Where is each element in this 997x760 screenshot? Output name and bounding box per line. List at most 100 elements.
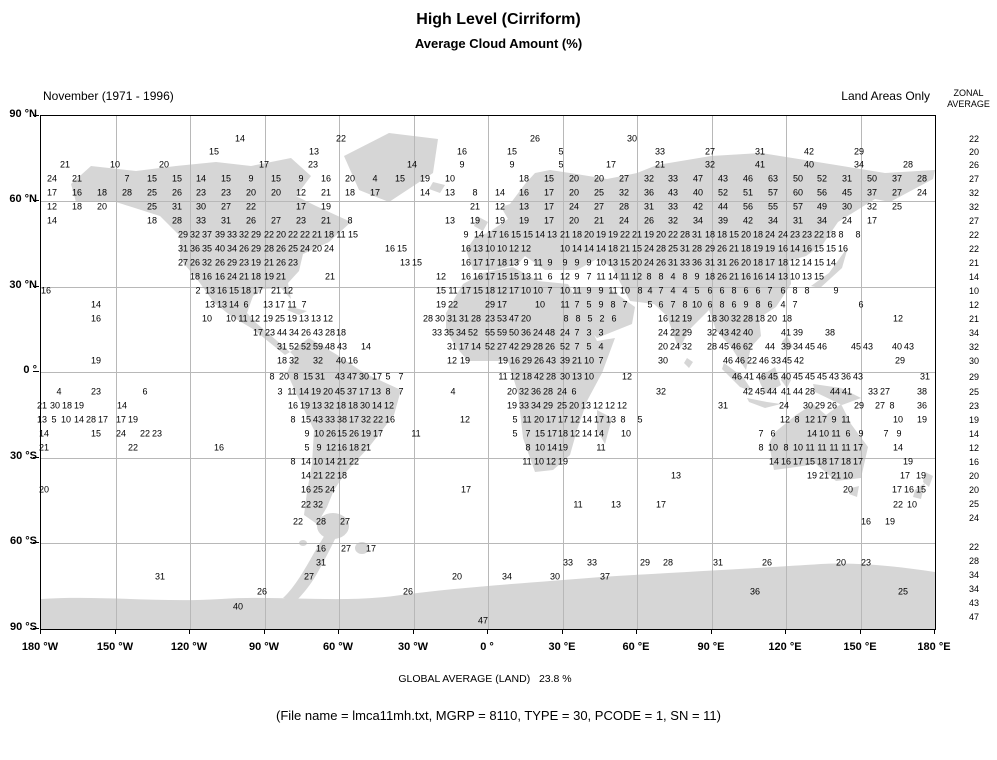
new-zealand-south-landmass	[913, 483, 925, 499]
cloud-amount-value: 5	[512, 428, 518, 439]
cloud-amount-value: 19	[127, 414, 139, 425]
cloud-amount-value: 34	[792, 341, 804, 352]
zonal-average-value: 27	[968, 216, 979, 226]
britain-landmass	[474, 216, 488, 231]
cloud-amount-value: 12	[789, 257, 801, 268]
cloud-amount-value: 28	[916, 173, 928, 184]
cloud-amount-value: 6	[858, 299, 864, 310]
cloud-amount-value: 24	[841, 215, 853, 226]
cloud-amount-value: 32	[360, 414, 372, 425]
cloud-amount-value: 3	[277, 386, 283, 397]
cloud-amount-value: 22	[263, 229, 275, 240]
cloud-amount-value: 16	[777, 243, 789, 254]
cloud-amount-value: 13	[518, 201, 530, 212]
cloud-amount-value: 19	[310, 386, 322, 397]
cloud-amount-value: 18	[557, 428, 569, 439]
antarctic-island-small	[355, 542, 369, 554]
cloud-amount-value: 16	[460, 271, 472, 282]
cloud-amount-value: 17	[605, 159, 617, 170]
zonal-average-value: 47	[968, 612, 979, 622]
cloud-amount-value: 12	[621, 371, 633, 382]
cloud-amount-value: 17	[852, 456, 864, 467]
cloud-amount-value: 9	[547, 257, 553, 268]
cloud-amount-value: 23	[220, 187, 232, 198]
cloud-amount-value: 19	[764, 243, 776, 254]
cloud-amount-value: 8	[525, 442, 531, 453]
cloud-amount-value: 12	[322, 313, 334, 324]
cloud-amount-value: 10	[583, 371, 595, 382]
x-axis-label: 30 °W	[397, 641, 429, 653]
x-axis-tick	[711, 629, 712, 634]
cloud-amount-value: 8	[646, 271, 652, 282]
cloud-amount-value: 14	[419, 187, 431, 198]
cloud-amount-value: 52	[717, 187, 729, 198]
cloud-amount-value: 22	[746, 355, 758, 366]
cloud-amount-value: 8	[855, 229, 861, 240]
cloud-amount-value: 23	[90, 386, 102, 397]
cloud-amount-value: 14	[234, 133, 246, 144]
x-axis-label: 0 °	[480, 641, 494, 653]
cloud-amount-value: 16	[456, 146, 468, 157]
cloud-amount-value: 3	[598, 327, 604, 338]
cloud-amount-value: 11	[817, 442, 827, 453]
cloud-amount-value: 19	[915, 470, 927, 481]
cloud-amount-value: 7	[574, 299, 580, 310]
cloud-amount-value: 29	[814, 400, 826, 411]
zonal-average-value: 25	[968, 387, 979, 397]
cloud-amount-value: 24	[299, 243, 311, 254]
cloud-amount-value: 27	[874, 400, 886, 411]
cloud-amount-value: 15	[270, 173, 282, 184]
cloud-amount-value: 9	[562, 257, 568, 268]
cloud-amount-value: 48	[544, 327, 556, 338]
cloud-amount-value: 34	[692, 215, 704, 226]
cloud-amount-value: 46	[734, 355, 746, 366]
y-axis-tick	[33, 457, 39, 458]
cloud-amount-value: 51	[742, 187, 754, 198]
cloud-amount-value: 44	[764, 341, 776, 352]
cloud-amount-value: 21	[320, 215, 332, 226]
cloud-amount-value: 8	[610, 299, 616, 310]
cloud-amount-value: 8	[804, 285, 810, 296]
cloud-amount-value: 27	[303, 571, 315, 582]
cloud-amount-value: 12	[295, 187, 307, 198]
cloud-amount-value: 22	[324, 470, 336, 481]
cloud-amount-value: 22	[669, 327, 681, 338]
cloud-amount-value: 18	[496, 257, 508, 268]
cloud-amount-value: 7	[574, 341, 580, 352]
cloud-amount-value: 18	[752, 257, 764, 268]
cloud-amount-value: 21	[654, 159, 666, 170]
cloud-amount-value: 10	[789, 271, 801, 282]
cloud-amount-value: 21	[830, 470, 842, 481]
cloud-amount-value: 18	[336, 470, 348, 481]
cloud-amount-value: 4	[780, 299, 786, 310]
arabia-landmass	[575, 287, 635, 338]
cloud-amount-value: 17	[593, 414, 605, 425]
cloud-amount-value: 57	[792, 201, 804, 212]
cloud-amount-value: 12	[779, 414, 791, 425]
zonal-average-value: 20	[968, 485, 979, 495]
zonal-average-value: 27	[968, 174, 979, 184]
cloud-amount-value: 6	[142, 386, 148, 397]
cloud-amount-value: 5	[694, 285, 700, 296]
cloud-amount-value: 17	[496, 299, 508, 310]
cloud-amount-value: 13	[310, 313, 322, 324]
cloud-amount-value: 29	[226, 257, 238, 268]
cloud-amount-value: 9	[598, 285, 604, 296]
cloud-amount-value: 8	[783, 442, 789, 453]
zonal-average-value: 32	[968, 202, 979, 212]
australia-landmass	[769, 404, 868, 481]
cloud-amount-value: 9	[316, 442, 322, 453]
cloud-amount-value: 29	[681, 327, 693, 338]
cloud-amount-value: 17	[458, 341, 470, 352]
cloud-amount-value: 27	[891, 187, 903, 198]
cloud-amount-value: 36	[840, 371, 852, 382]
cloud-amount-value: 19	[752, 243, 764, 254]
cloud-amount-value: 27	[496, 341, 508, 352]
cloud-amount-value: 7	[525, 428, 531, 439]
cloud-amount-value: 14	[300, 470, 312, 481]
cloud-amount-value: 15	[543, 173, 555, 184]
cloud-amount-value: 43	[862, 341, 874, 352]
cloud-amount-value: 15	[411, 257, 423, 268]
cloud-amount-value: 18	[250, 271, 262, 282]
cloud-amount-value: 19	[435, 299, 447, 310]
